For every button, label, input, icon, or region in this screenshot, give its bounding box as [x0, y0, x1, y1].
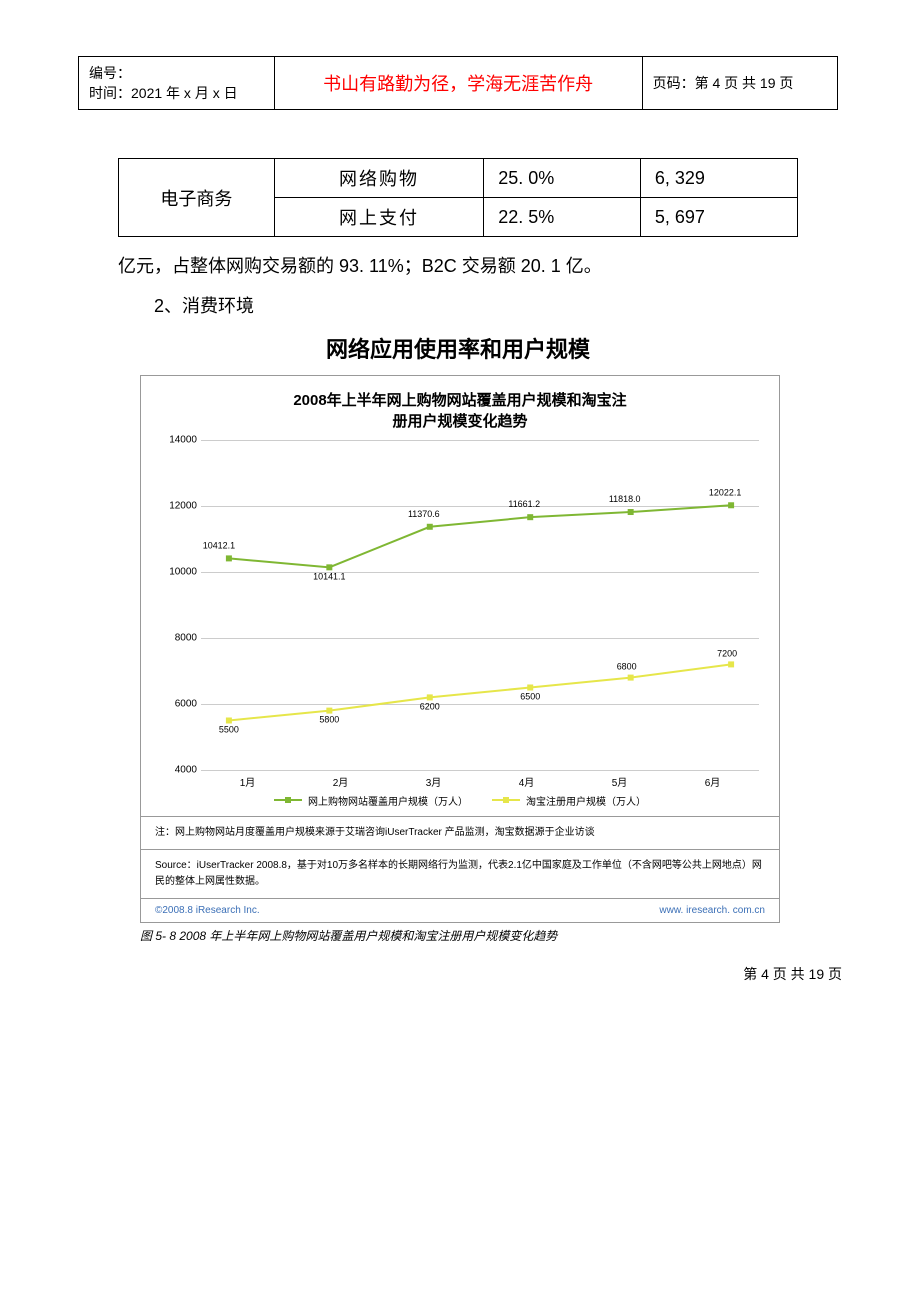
- legend-swatch: [492, 799, 520, 801]
- y-tick-label: 6000: [157, 698, 197, 709]
- chart-data-label: 6500: [520, 691, 540, 701]
- chart-data-label: 5800: [319, 714, 339, 724]
- chart-title-line1: 2008年上半年网上购物网站覆盖用户规模和淘宝注: [293, 392, 626, 409]
- chart-copyright: ©2008.8 iResearch Inc.: [155, 905, 260, 916]
- y-tick-label: 4000: [157, 764, 197, 775]
- chart-title: 2008年上半年网上购物网站覆盖用户规模和淘宝注 册用户规模变化趋势: [141, 376, 779, 440]
- chart-marker: [628, 674, 634, 680]
- chart-marker: [427, 523, 433, 529]
- legend-item: 淘宝注册用户规模（万人）: [492, 793, 646, 808]
- chart-marker: [527, 514, 533, 520]
- table-cell: 6, 329: [640, 159, 797, 198]
- chart-marker: [527, 684, 533, 690]
- chart-data-label: 12022.1: [709, 487, 741, 497]
- doc-center-title: 书山有路勤为径，学海无涯苦作舟: [323, 74, 593, 94]
- table-cell: 25. 0%: [484, 159, 641, 198]
- chart-marker: [326, 707, 332, 713]
- chart-marker: [728, 502, 734, 508]
- chart-marker: [628, 509, 634, 515]
- doc-number-label: 编号：: [89, 63, 264, 83]
- chart-data-label: 6200: [420, 701, 440, 711]
- y-tick-label: 12000: [157, 500, 197, 511]
- table-cell: 22. 5%: [484, 198, 641, 237]
- chart-legend: 网上购物网站覆盖用户规模（万人） 淘宝注册用户规模（万人）: [141, 789, 779, 816]
- chart-data-label: 11370.6: [408, 508, 440, 518]
- chart-marker: [427, 694, 433, 700]
- chart-svg: 10412.1 10141.1 11370.6 11661.2 11818.0 12022…: [201, 440, 759, 770]
- chart-series-line: [229, 664, 731, 720]
- legend-label: 网上购物网站覆盖用户规模（万人）: [308, 793, 468, 808]
- chart-note: 注：网上购物网站月度覆盖用户规模来源于艾瑞咨询iUserTracker 产品监测…: [141, 816, 779, 849]
- grid-line: [201, 770, 759, 771]
- section-title: 网络应用使用率和用户规模: [118, 326, 798, 374]
- body-text-block: 亿元，占整体网购交易额的 93. 11%；B2C 交易额 20. 1 亿。 2、…: [118, 247, 798, 375]
- chart-title-line2: 册用户规模变化趋势: [392, 413, 527, 430]
- chart-data-label: 10141.1: [313, 571, 345, 581]
- paragraph-1: 亿元，占整体网购交易额的 93. 11%；B2C 交易额 20. 1 亿。: [118, 247, 798, 287]
- y-tick-label: 8000: [157, 632, 197, 643]
- legend-item: 网上购物网站覆盖用户规模（万人）: [274, 793, 468, 808]
- line-chart-box: 2008年上半年网上购物网站覆盖用户规模和淘宝注 册用户规模变化趋势 40006…: [140, 375, 780, 923]
- chart-marker: [326, 564, 332, 570]
- chart-footer: ©2008.8 iResearch Inc. www. iresearch. c…: [141, 898, 779, 922]
- table-cell-category: 电子商务: [119, 159, 275, 237]
- chart-plot-area: 400060008000100001200014000 10412.110141…: [201, 440, 759, 770]
- ecommerce-data-table: 电子商务网络购物25. 0%6, 329网上支付22. 5%5, 697: [118, 158, 798, 237]
- y-tick-label: 10000: [157, 566, 197, 577]
- paragraph-2: 2、消费环境: [118, 287, 798, 327]
- x-tick-label: 4月: [480, 774, 573, 789]
- chart-data-label: 11661.2: [508, 499, 540, 509]
- table-cell: 网上支付: [274, 198, 483, 237]
- x-tick-label: 2月: [294, 774, 387, 789]
- y-axis-labels: 400060008000100001200014000: [157, 440, 197, 770]
- legend-swatch: [274, 799, 302, 801]
- document-header-table: 编号： 时间：2021 年 x 月 x 日 书山有路勤为径，学海无涯苦作舟 页码…: [78, 56, 838, 110]
- x-tick-label: 3月: [387, 774, 480, 789]
- x-axis-labels: 1月2月3月4月5月6月: [201, 774, 759, 789]
- table-row: 电子商务网络购物25. 0%6, 329: [119, 159, 798, 198]
- chart-data-label: 7200: [717, 648, 737, 658]
- chart-series-line: [229, 505, 731, 567]
- doc-time-label: 时间：2021 年 x 月 x 日: [89, 83, 264, 103]
- chart-marker: [226, 555, 232, 561]
- table-cell: 5, 697: [640, 198, 797, 237]
- figure-caption: 图 5- 8 2008 年上半年网上购物网站覆盖用户规模和淘宝注册用户规模变化趋…: [140, 927, 920, 944]
- chart-marker: [728, 661, 734, 667]
- chart-marker: [226, 717, 232, 723]
- chart-data-label: 11818.0: [609, 494, 641, 504]
- chart-url: www. iresearch. com.cn: [659, 905, 765, 916]
- legend-label: 淘宝注册用户规模（万人）: [526, 793, 646, 808]
- chart-data-label: 6800: [617, 661, 637, 671]
- x-tick-label: 5月: [573, 774, 666, 789]
- chart-data-label: 5500: [219, 724, 239, 734]
- page-footer: 第 4 页 共 19 页: [0, 964, 842, 984]
- y-tick-label: 14000: [157, 434, 197, 445]
- x-tick-label: 6月: [666, 774, 759, 789]
- doc-page-label: 页码：第 4 页 共 19 页: [653, 75, 794, 91]
- table-cell: 网络购物: [274, 159, 483, 198]
- chart-data-label: 10412.1: [203, 540, 235, 550]
- chart-source: Source：iUserTracker 2008.8，基于对10万多名样本的长期…: [141, 849, 779, 898]
- x-tick-label: 1月: [201, 774, 294, 789]
